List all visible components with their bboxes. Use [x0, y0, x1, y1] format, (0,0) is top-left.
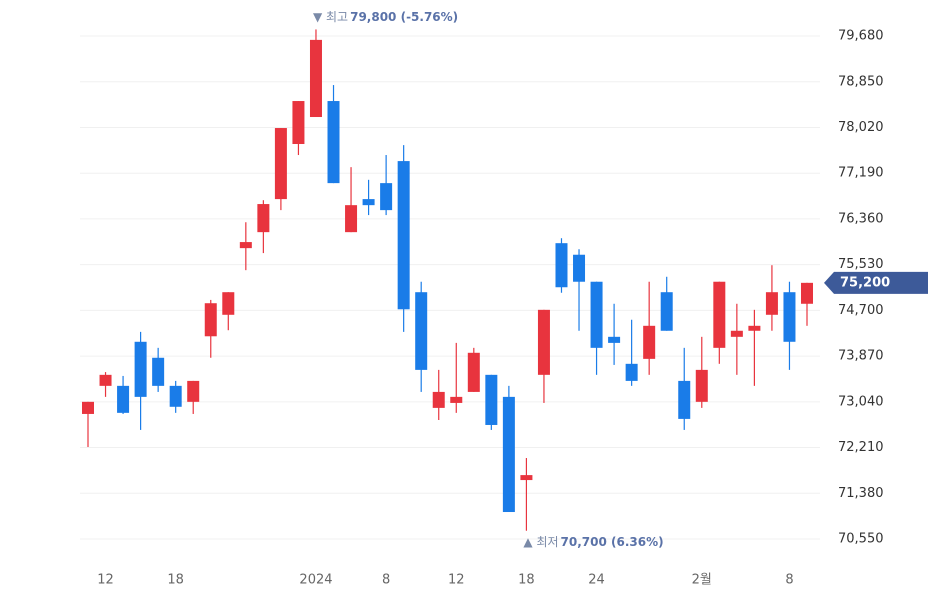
candle-body [783, 292, 796, 342]
candle-body [678, 380, 691, 419]
x-tick-label: 18 [167, 573, 184, 588]
candle-body [204, 303, 217, 337]
candle-body [362, 199, 375, 206]
annotation-text: 70,700 (6.36%) [561, 535, 664, 549]
candle-body [117, 385, 130, 413]
candle-body [590, 281, 603, 348]
candle-body [239, 242, 252, 249]
candle-body [608, 336, 621, 343]
candle-body [520, 475, 533, 481]
x-tick-label: 2월 [692, 573, 712, 588]
candle-body [327, 101, 340, 184]
candle-body [152, 357, 165, 386]
candle-body [82, 401, 94, 414]
x-tick-label: 8 [382, 573, 390, 588]
last-price-label: 75,200 [840, 275, 890, 290]
y-tick-label: 77,190 [838, 166, 884, 181]
candle-body [397, 161, 410, 310]
x-tick-label: 24 [588, 573, 605, 588]
y-tick-label: 73,870 [838, 349, 884, 364]
y-tick-label: 79,680 [838, 29, 884, 44]
candle-body [99, 374, 112, 386]
x-tick-label: 12 [448, 573, 465, 588]
y-tick-label: 72,210 [838, 440, 884, 455]
candle-body [748, 325, 761, 331]
candle-body [660, 292, 673, 331]
candle-body [713, 281, 726, 348]
y-tick-label: 70,550 [838, 532, 884, 547]
annotation-text: 79,800 (-5.76%) [350, 10, 458, 24]
candle-body [765, 292, 778, 315]
candle-body [134, 341, 147, 397]
y-tick-label: 73,040 [838, 394, 884, 409]
y-tick-label: 76,360 [838, 211, 884, 226]
candle-body [730, 330, 743, 337]
x-tick-label: 18 [518, 573, 535, 588]
x-tick-label: 8 [785, 573, 793, 588]
candle-body [257, 204, 270, 233]
candle-body [222, 292, 235, 315]
annotation-marker: ▲ 최저 [523, 535, 558, 549]
candle-body [502, 396, 515, 513]
candle-body [380, 183, 393, 211]
x-tick-label: 2024 [299, 573, 332, 588]
y-tick-label: 78,850 [838, 74, 884, 89]
candle-body [485, 374, 498, 425]
candle-body [537, 309, 550, 375]
candle-body [169, 385, 182, 407]
candle-body [415, 292, 428, 370]
candle-body [801, 282, 813, 304]
y-tick-label: 71,380 [838, 486, 884, 501]
x-tick-label: 12 [97, 573, 114, 588]
candle-body [274, 128, 287, 200]
candle-body [467, 352, 480, 392]
candle-body [555, 243, 568, 288]
candle-body [292, 101, 305, 145]
candle-body [695, 369, 708, 402]
y-tick-label: 74,700 [838, 303, 884, 318]
candle-body [625, 363, 638, 381]
candle-body [187, 380, 200, 402]
last-price-badge [824, 271, 928, 294]
candle-body [345, 205, 358, 233]
annotation-marker: ▼ 최고 [313, 10, 348, 24]
candle-body [309, 39, 322, 118]
y-tick-label: 75,530 [838, 257, 884, 272]
candle-body [450, 396, 463, 403]
candle-body [573, 254, 586, 282]
candle-body [432, 391, 445, 408]
candle-body [643, 325, 656, 359]
y-tick-label: 78,020 [838, 120, 884, 135]
